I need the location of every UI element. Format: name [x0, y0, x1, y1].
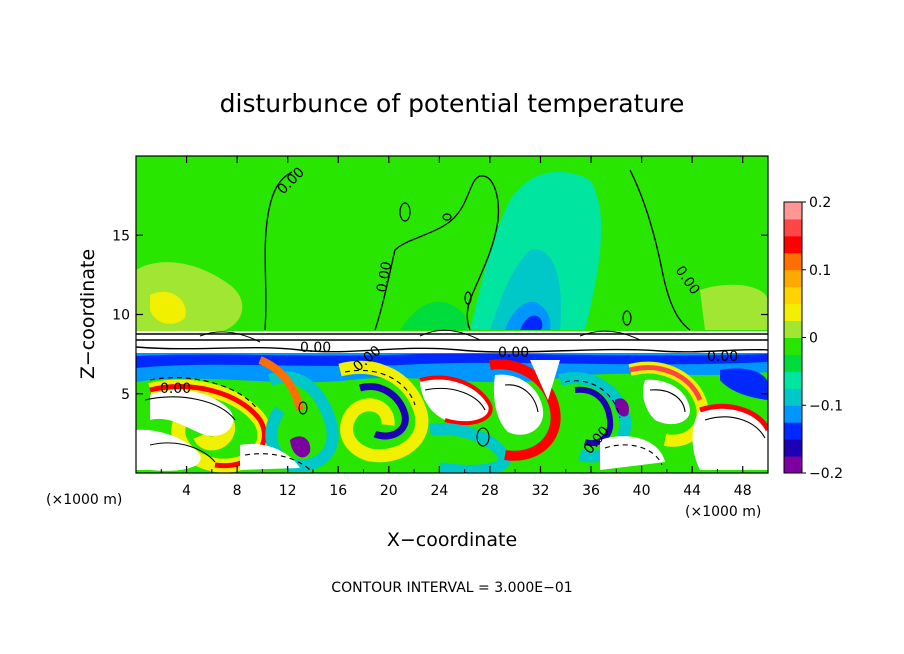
colorbar-swatch: [784, 405, 802, 423]
colorbar-tick-label: 0.1: [809, 263, 831, 279]
x-tick-label: 4: [182, 483, 191, 499]
colorbar-swatch: [784, 388, 802, 406]
x-tick-label: 16: [329, 483, 347, 499]
lower-red-swirl: [258, 356, 304, 411]
closed-contour: [622, 310, 632, 326]
colorbar-swatch: [784, 456, 802, 474]
x-tick-label: 24: [430, 483, 448, 499]
x-axis-title: X−coordinate: [387, 529, 517, 551]
zero-contour: [374, 175, 500, 331]
x-tick-label: 8: [233, 483, 242, 499]
y-axis: 5 10 15: [112, 228, 768, 403]
lower-contour: [144, 384, 766, 463]
lower-white-core: [493, 374, 544, 435]
colorbar-swatch: [784, 218, 802, 237]
x-tick-label: 48: [734, 483, 752, 499]
contour-label: 0.00: [498, 345, 529, 361]
colorbar-swatch: [784, 422, 802, 440]
x-tick-label: 40: [633, 483, 651, 499]
lower-yellow-swirl: [338, 360, 429, 463]
zero-contour: [629, 169, 691, 331]
lower-white-core: [600, 436, 665, 470]
interface-contour: [199, 329, 641, 343]
layer-interface: [136, 331, 768, 353]
closed-contour: [464, 291, 472, 305]
colorbar-tick-label: 0.2: [809, 195, 831, 211]
contour-label: 0.00: [160, 381, 191, 397]
colorbar-swatch: [784, 371, 802, 389]
upper-yellow-patch: [700, 284, 768, 330]
colorbar: 0.2 0.1 0 −0.1 −0.2: [783, 195, 843, 482]
lower-white-core: [240, 443, 300, 470]
contour-interval-note: CONTOUR INTERVAL = 3.000E−01: [331, 580, 572, 596]
lower-red-swirl: [419, 375, 493, 426]
colorbar-swatch: [784, 286, 802, 305]
colorbar-tick-label: −0.1: [809, 398, 843, 414]
x-unit-label-left: (×1000 m): [46, 492, 122, 508]
colorbar-swatch: [784, 252, 802, 271]
lower-cyan-swirl: [265, 371, 339, 472]
colorbar-swatch: [784, 337, 802, 355]
x-tick-label: 36: [582, 483, 600, 499]
x-axis: 4 8 12 16 20 24 28 32 36 40 44 48: [160, 156, 752, 499]
lower-red-swirl: [489, 359, 561, 461]
closed-contour: [399, 202, 411, 222]
closed-contour: [442, 213, 452, 221]
lower-purple-swirl: [358, 383, 409, 440]
contour-label: 0.00: [707, 349, 738, 365]
colorbar-swatch: [784, 235, 802, 254]
upper-teal-patch: [400, 301, 469, 330]
colorbar-swatch: [784, 202, 802, 220]
contour-label: 0.00: [300, 340, 331, 356]
colorbar-tick-label: 0: [809, 331, 818, 347]
y-tick-label: 15: [112, 228, 130, 244]
lower-purple-swirl: [574, 386, 614, 446]
colorbar-swatch: [784, 303, 802, 322]
lower-red-swirl: [629, 365, 703, 402]
lower-contour-dashed: [149, 369, 663, 471]
chart-title: disturbunce of potential temperature: [220, 89, 685, 118]
lower-blue-patch: [720, 368, 768, 400]
contour-label: 0.00: [374, 260, 395, 293]
lower-red-swirl: [699, 404, 768, 432]
x-tick-label: 20: [380, 483, 398, 499]
lower-white-core: [530, 360, 560, 400]
upper-blue-plume: [520, 315, 543, 330]
colorbar-swatch: [784, 269, 802, 288]
colorbar-swatch: [784, 439, 802, 457]
y-axis-title: Z−coordinate: [77, 249, 99, 379]
x-tick-label: 12: [279, 483, 297, 499]
lower-purple-patch: [290, 436, 311, 458]
interface-contour: [136, 333, 768, 353]
closed-contour: [298, 401, 308, 415]
closed-contour: [476, 427, 490, 447]
y-tick-label: 10: [112, 308, 130, 324]
lower-blue-band: [136, 353, 768, 368]
x-tick-label: 44: [683, 483, 701, 499]
plot-area: 0.00 0.00 0.00 0.00 0.00 0.00 0.00 0.00 …: [136, 156, 768, 473]
zero-contour: [264, 171, 293, 331]
lower-white-core: [136, 429, 201, 471]
colorbar-swatch: [784, 320, 802, 338]
lower-white-core: [150, 390, 234, 436]
x-tick-label: 28: [481, 483, 499, 499]
x-unit-label-right: (×1000 m): [685, 504, 761, 520]
colorbar-tick-label: −0.2: [809, 466, 843, 482]
upper-yellow-patch: [150, 291, 186, 324]
lower-white-core: [643, 379, 690, 425]
y-tick-label: 5: [121, 387, 130, 403]
x-tick-label: 32: [532, 483, 550, 499]
colorbar-swatch: [784, 354, 802, 372]
